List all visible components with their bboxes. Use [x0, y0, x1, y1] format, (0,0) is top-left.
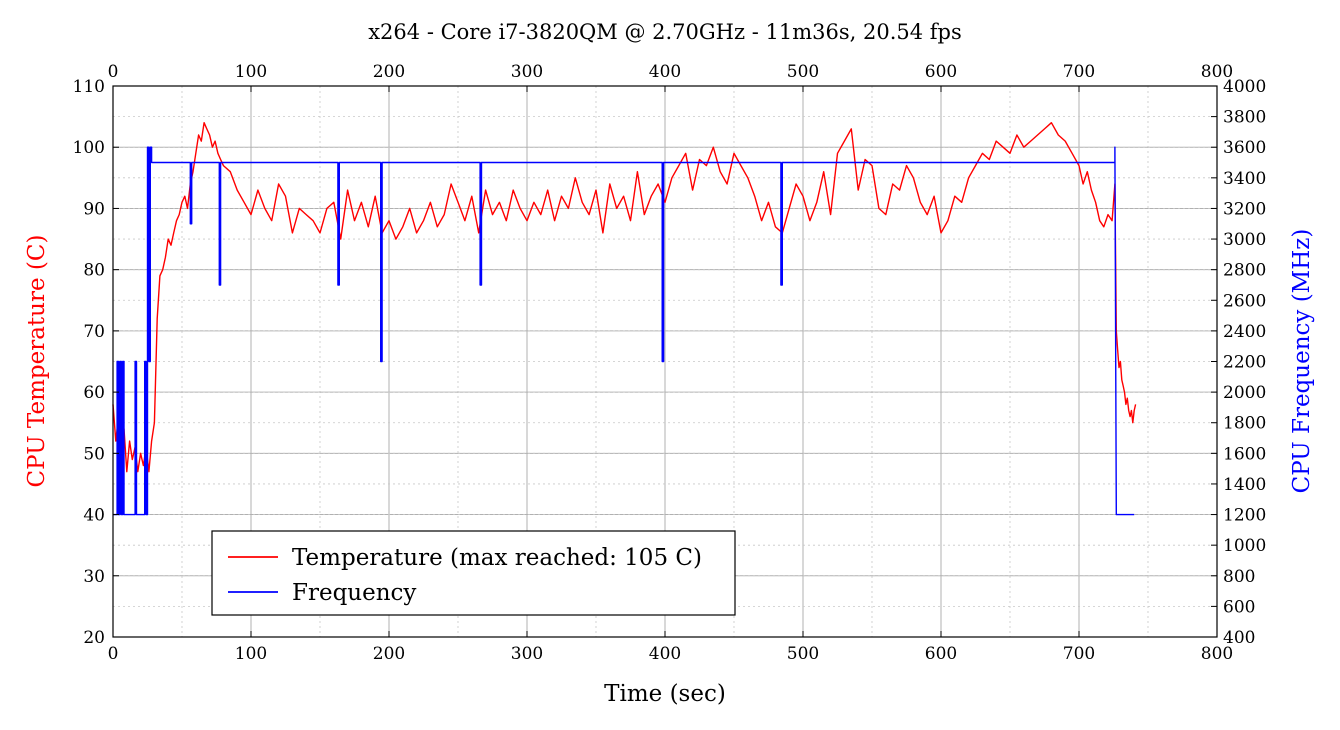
y-right-tick-label: 3200 [1223, 199, 1266, 219]
y-right-tick-label: 400 [1223, 628, 1255, 648]
y-right-tick-label: 3800 [1223, 108, 1266, 128]
legend-frequency-label: Frequency [292, 580, 416, 606]
y-right-tick-label: 2000 [1223, 383, 1266, 403]
y-left-tick-label: 60 [83, 383, 105, 403]
x-tick-label: 600 [925, 644, 957, 664]
legend-box [211, 530, 736, 616]
x-tick-label-top: 700 [1063, 62, 1095, 82]
y-right-tick-label: 800 [1223, 567, 1255, 587]
y-left-tick-label: 90 [83, 199, 105, 219]
y-right-tick-label: 2600 [1223, 291, 1266, 311]
y-left-tick-label: 50 [83, 444, 105, 464]
y-right-tick-label: 1600 [1223, 444, 1266, 464]
x-tick-label: 400 [649, 644, 681, 664]
temperature-series-line [112, 121, 1137, 473]
y-left-tick-label: 100 [73, 138, 105, 158]
y-right-tick-label: 600 [1223, 597, 1255, 617]
chart-title: x264 - Core i7-3820QM @ 2.70GHz - 11m36s… [368, 20, 962, 44]
x-tick-label-top: 100 [235, 62, 267, 82]
x-tick-label: 300 [511, 644, 543, 664]
x-tick-label-top: 600 [925, 62, 957, 82]
y-left-tick-label: 20 [83, 628, 105, 648]
x-tick-label: 500 [787, 644, 819, 664]
x-tick-label: 200 [373, 644, 405, 664]
y-left-tick-label: 110 [73, 77, 105, 97]
y-left-tick-label: 80 [83, 261, 105, 281]
frequency-series-line [113, 146, 1135, 516]
x-tick-label: 800 [1201, 644, 1233, 664]
y-right-tick-label: 4000 [1223, 77, 1266, 97]
x-tick-label-top: 500 [787, 62, 819, 82]
y-right-tick-label: 1000 [1223, 536, 1266, 556]
y-right-tick-label: 2200 [1223, 353, 1266, 373]
x-tick-label-top: 0 [108, 62, 119, 82]
x-tick-label: 0 [108, 644, 119, 664]
y-right-tick-label: 2400 [1223, 322, 1266, 342]
ticks: 0 0 100 100 200 200 300 300 400 400 500 500 600 600 70… [73, 62, 1267, 664]
y-right-tick-label: 1400 [1223, 475, 1266, 495]
x-axis-title: Time (sec) [604, 681, 726, 707]
y-left-tick-label: 70 [83, 322, 105, 342]
x-tick-label: 700 [1063, 644, 1095, 664]
y-left-tick-label: 40 [83, 506, 105, 526]
y-right-tick-label: 2800 [1223, 261, 1266, 281]
y-axis-left-title: CPU Temperature (C) [24, 235, 50, 488]
x-tick-label: 100 [235, 644, 267, 664]
series-layer [112, 121, 1137, 516]
x-tick-label-top: 400 [649, 62, 681, 82]
y-right-tick-label: 3400 [1223, 169, 1266, 189]
y-right-tick-label: 3600 [1223, 138, 1266, 158]
y-right-tick-label: 3000 [1223, 230, 1266, 250]
legend: Temperature (max reached: 105 C) Frequen… [211, 530, 736, 616]
x-tick-label-top: 300 [511, 62, 543, 82]
y-axis-right-title: CPU Frequency (MHz) [1289, 229, 1315, 494]
x-tick-label-top: 800 [1201, 62, 1233, 82]
x-tick-label-top: 200 [373, 62, 405, 82]
y-right-tick-label: 1200 [1223, 506, 1266, 526]
y-left-tick-label: 30 [83, 567, 105, 587]
y-right-tick-label: 1800 [1223, 414, 1266, 434]
legend-temperature-label: Temperature (max reached: 105 C) [292, 545, 702, 571]
